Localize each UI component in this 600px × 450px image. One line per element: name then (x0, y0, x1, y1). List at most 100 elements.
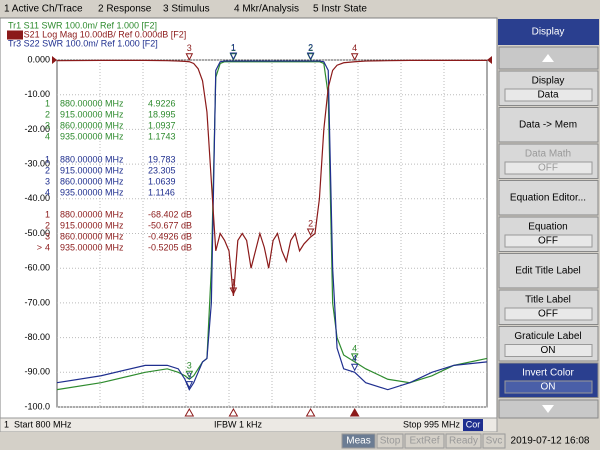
readout-number: 1 (45, 98, 50, 108)
cor: Cor (466, 419, 481, 429)
y-tick-label: -70.00 (24, 297, 50, 307)
readout-value: -0.4926 dB (148, 231, 192, 241)
status-cell (376, 433, 404, 449)
marker-triangle (350, 363, 359, 372)
readout-prefix: > (37, 242, 42, 252)
menu-item[interactable]: 4 Mkr/Analysis (234, 4, 299, 15)
softkey-value-box (504, 88, 593, 102)
softkey-label: Data -> Mem (519, 119, 577, 130)
marker-triangle (350, 53, 359, 61)
up-arrow (542, 54, 554, 62)
stop: Stop 995 MHz (403, 419, 461, 429)
marker-number: 1 (231, 42, 236, 52)
readout-value: 19.783 (148, 154, 176, 164)
status-item: Meas (346, 436, 370, 447)
marker-triangle (306, 228, 315, 237)
y-tick-label: -40.00 (24, 193, 50, 203)
status-cell (341, 433, 376, 449)
y-tick-label: 0.000 (27, 54, 50, 64)
readout-freq: 915.00000 MHz (60, 165, 124, 175)
readout-value: 4.9226 (148, 98, 176, 108)
channel: 1 (4, 419, 9, 429)
marker-number: 1 (231, 43, 236, 53)
y-tick-label: -10.00 (24, 89, 50, 99)
status-item: ExtRef (409, 436, 439, 447)
softkey-value: OFF (538, 163, 558, 174)
softkey-value-box (504, 307, 593, 321)
readout-value: 23.305 (148, 165, 176, 175)
readout-value: -68.402 dB (148, 209, 192, 219)
readout-number: 4 (45, 131, 50, 141)
softkey-label: Display (532, 76, 565, 87)
status-item: Ready (449, 436, 478, 447)
readout-number: 4 (45, 187, 50, 197)
readout-number: 1 (45, 154, 50, 164)
trace (56, 61, 488, 391)
sidebar-title: Display (532, 27, 565, 38)
status-item: Svc (486, 436, 503, 447)
softkey-value: ON (541, 382, 556, 393)
marker-number: 4 (352, 343, 357, 353)
menu-item[interactable]: 1 Active Ch/Trace (4, 4, 83, 15)
y-tick-label: -50.00 (24, 228, 50, 238)
trace-header: Tr2 S21 Log Mag 10.00dB/ Ref 0.000dB [F2… (8, 29, 186, 39)
menu-item[interactable]: 3 Stimulus (163, 4, 210, 15)
marker-number: 2 (308, 42, 313, 52)
softkey-value: Data (537, 90, 559, 101)
active-trace-box (7, 30, 23, 40)
readout-number: 3 (45, 231, 50, 241)
marker-number: 3 (187, 43, 192, 53)
softkey-label: Invert Color (522, 368, 574, 379)
ifbw: IFBW 1 kHz (214, 419, 263, 429)
menu-item[interactable]: 5 Instr State (313, 4, 367, 15)
softkey[interactable] (498, 180, 599, 216)
softkey-value-box (504, 234, 593, 248)
softkey-value: OFF (538, 236, 558, 247)
readout-number: 2 (45, 109, 50, 119)
status-cell (445, 433, 482, 449)
trace-header: Tr3 S22 SWR 100.0m/ Ref 1.000 [F2] (8, 38, 158, 48)
readout-freq: 880.00000 MHz (60, 209, 124, 219)
readout-freq: 860.00000 MHz (60, 176, 124, 186)
marker-number: 3 (187, 371, 192, 381)
ref-marker (52, 56, 57, 64)
readout-value: 1.1146 (148, 187, 175, 197)
readout-freq: 935.00000 MHz (60, 131, 124, 141)
readout-freq: 935.00000 MHz (60, 242, 124, 252)
marker-triangle (185, 370, 194, 379)
marker-triangle (185, 53, 194, 61)
softkey[interactable] (498, 107, 599, 143)
readout-number: 2 (45, 165, 50, 175)
axis-marker (228, 407, 239, 417)
softkey-label: Equation (528, 222, 567, 233)
sidebar-title-bg (498, 19, 599, 45)
marker-triangle (229, 52, 238, 61)
marker-triangle (350, 353, 359, 362)
marker-triangle (229, 287, 238, 296)
y-tick-label: -30.00 (24, 158, 50, 168)
menu-item[interactable]: 2 Response (98, 4, 152, 15)
readout-freq: 935.00000 MHz (60, 187, 124, 197)
trace (56, 59, 487, 297)
readout-number: 4 (45, 242, 50, 252)
readout-number: 1 (45, 209, 50, 219)
readout-value: 1.1743 (148, 131, 176, 141)
softkey[interactable] (498, 253, 599, 289)
readout-value: 1.0937 (148, 120, 176, 130)
marker-number: 1 (231, 277, 236, 287)
softkey-label: Graticule Label (514, 331, 581, 342)
softkey-value-box (504, 344, 593, 357)
y-tick-label: -20.00 (24, 124, 50, 134)
softkey-value: OFF (538, 309, 558, 320)
trace (56, 60, 488, 391)
status-cell (404, 433, 445, 449)
readout-freq: 915.00000 MHz (60, 220, 124, 230)
marker-triangle (185, 381, 194, 389)
cor-box (463, 419, 483, 431)
axis-marker (349, 407, 360, 417)
y-tick-label: -80.00 (24, 332, 50, 342)
readout-freq: 860.00000 MHz (60, 120, 124, 130)
softkey-label: Data Math (525, 149, 571, 160)
y-tick-label: -100.0 (24, 401, 50, 411)
